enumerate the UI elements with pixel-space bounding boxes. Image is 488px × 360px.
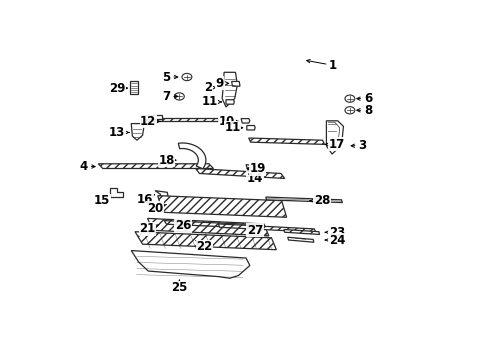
Ellipse shape [323,19,328,21]
Text: 1: 1 [306,59,337,72]
Polygon shape [141,115,161,122]
Text: 3: 3 [350,139,366,152]
Text: 16: 16 [137,193,154,206]
Polygon shape [135,232,276,250]
Text: 10: 10 [219,115,238,128]
Text: 11: 11 [201,95,221,108]
Text: 17: 17 [325,138,345,151]
Polygon shape [158,195,286,217]
Text: 15: 15 [94,194,110,207]
Text: 23: 23 [325,226,345,239]
Polygon shape [131,251,249,278]
Text: 24: 24 [325,234,345,247]
Text: 28: 28 [309,194,329,207]
Polygon shape [287,237,313,242]
Polygon shape [248,138,324,144]
Polygon shape [265,197,342,203]
Text: 6: 6 [356,92,371,105]
Text: 13: 13 [109,126,129,139]
Polygon shape [130,81,138,94]
Text: 20: 20 [147,202,166,215]
Polygon shape [246,126,255,130]
Ellipse shape [305,11,310,13]
Text: 9: 9 [215,77,228,90]
Text: 19: 19 [246,162,265,175]
Text: 2: 2 [203,81,216,94]
Polygon shape [222,72,237,107]
Polygon shape [225,100,234,104]
Text: 4: 4 [80,160,95,173]
Polygon shape [178,143,205,169]
Text: 25: 25 [171,280,187,294]
Text: 11: 11 [224,121,242,134]
Polygon shape [155,191,168,197]
Text: 8: 8 [356,104,371,117]
Text: 14: 14 [246,171,263,185]
Polygon shape [231,81,240,86]
Polygon shape [109,188,122,197]
Ellipse shape [230,5,235,7]
Polygon shape [326,121,343,154]
Polygon shape [218,224,315,232]
Polygon shape [147,219,268,236]
Ellipse shape [206,10,211,12]
Text: 12: 12 [140,115,160,128]
Ellipse shape [189,19,193,21]
Text: 29: 29 [109,82,127,95]
Ellipse shape [283,5,287,7]
Text: 27: 27 [246,224,263,237]
Polygon shape [164,221,261,228]
Polygon shape [195,168,284,179]
Polygon shape [245,165,255,171]
Polygon shape [241,118,249,123]
Ellipse shape [256,4,261,5]
Polygon shape [131,123,143,140]
Polygon shape [98,164,213,168]
Polygon shape [146,118,218,121]
Text: 21: 21 [139,222,159,235]
Text: 5: 5 [162,71,178,84]
Polygon shape [284,229,319,234]
Text: 18: 18 [158,154,175,167]
Text: 26: 26 [175,219,191,232]
Text: 22: 22 [195,240,212,253]
Text: 7: 7 [162,90,178,103]
